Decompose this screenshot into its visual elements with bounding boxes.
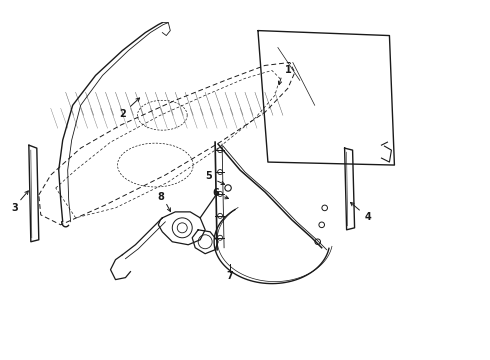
Text: 5: 5 xyxy=(205,171,212,181)
Text: 7: 7 xyxy=(227,271,233,281)
Text: 1: 1 xyxy=(285,66,291,76)
Text: 8: 8 xyxy=(157,192,164,202)
Text: 2: 2 xyxy=(119,109,126,119)
Text: 3: 3 xyxy=(12,203,18,213)
Text: 6: 6 xyxy=(213,188,220,198)
Text: 4: 4 xyxy=(364,212,371,222)
